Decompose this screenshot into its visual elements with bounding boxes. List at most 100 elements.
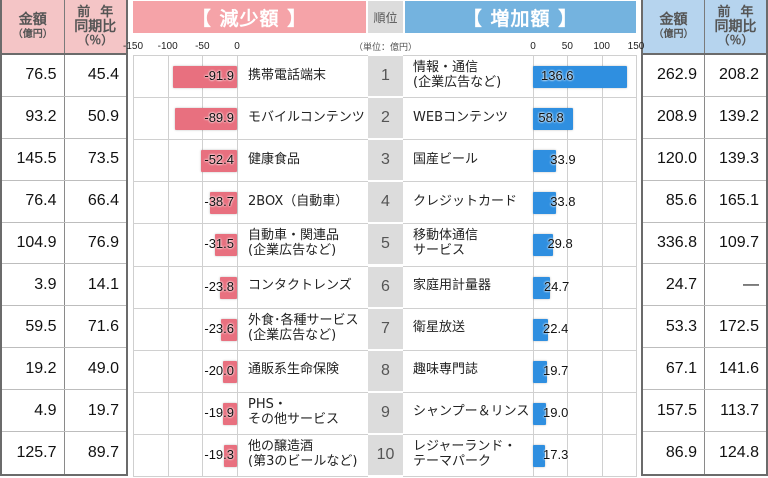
gridline [403,476,637,477]
decrease-header: 【 減少額 】 [133,1,366,33]
decrease-category-label: PHS・ その他サービス [248,392,339,434]
table-row: 336.8 109.7 [643,222,766,265]
increase-category-label: 家庭用計量器 [413,266,491,308]
yoy-cell: 172.5 [704,306,766,348]
label-line: (企業広告など) [248,243,337,259]
label-line: テーマパーク [413,453,492,469]
yoy-cell: 45.4 [63,55,127,96]
table-row: 104.9 76.9 [2,222,126,265]
decrease-bar [173,66,237,88]
label-line: モバイルコンテンツ [248,109,365,125]
label-line: 自動車・関連品 [248,228,340,244]
gridline [133,476,368,477]
yoy-cell: 73.5 [63,138,127,180]
yoy-header: 前年 同期比 （％） [704,0,766,53]
table-row: 125.7 89.7 [2,432,126,474]
increase-bar [533,108,574,131]
decrease-category-label: 他の醸造酒 (第3のビールなど) [248,434,357,476]
label-line: 他の醸造酒 [248,438,314,454]
decrease-value: -89.9 [204,110,234,126]
rank-cell: 3 [368,140,403,181]
gridline [133,55,368,56]
rank-cell: 7 [368,308,403,349]
amount-cell: 24.7 [665,275,697,293]
yoy-cell: 49.0 [63,348,127,390]
increase-bar [533,276,550,299]
yoy-cell: 139.3 [704,138,766,180]
rank-cell: 5 [368,224,403,265]
label-line: 衛星放送 [413,320,466,336]
amount-cell: 67.1 [665,359,697,377]
amount-cell: 262.9 [656,66,697,84]
yoy-cell: 141.6 [704,348,766,390]
amount-cell: 85.6 [665,192,697,210]
increase-bar [533,150,557,173]
table-row: 24.7 — [643,264,766,307]
increase-category-label: WEBコンテンツ [413,97,508,139]
decrease-category-label: 外食･各種サービス (企業広告など) [248,308,359,350]
table-row: 3.9 14.1 [2,264,127,307]
yoy-cell: 19.7 [63,390,127,432]
decrease-category-label: 自動車・関連品 (企業広告など) [248,223,339,265]
table-row: 4.9 19.7 [2,390,127,433]
decrease-value: -31.5 [204,236,234,252]
amount-cell: 59.5 [25,317,57,335]
axis-tick-label: -150 [122,41,144,52]
rank-cell: 1 [368,56,403,96]
decrease-value: -20.0 [204,362,234,378]
decrease-category-label: 2BOX（自動車） [248,181,348,223]
gridline [133,181,368,183]
table-header: 金額 （億円） 前年 同期比 （％） [643,0,766,55]
table-row: 85.6 165.1 [643,180,766,223]
label-line: 国産ビール [413,151,479,167]
rank-cell: 6 [368,266,403,307]
amount-cell: 3.9 [34,275,57,293]
decrease-category-label: 携帯電話端末 [248,55,326,97]
rank-cell: 2 [368,98,403,139]
decrease-bar [220,318,237,341]
amount-cell: 53.3 [665,317,697,335]
label-line: 外食･各種サービス [248,312,359,328]
amount-cell: 19.2 [25,359,57,377]
increase-category-label: 趣味専門誌 [413,350,478,392]
gridline [133,223,368,225]
label-line: (企業広告など) [248,327,337,343]
yoy-cell: 109.7 [704,222,766,264]
label-line: 健康食品 [248,151,301,167]
table-row: 19.2 49.0 [2,348,127,391]
amount-cell: 93.2 [25,108,57,126]
table-row: 59.5 71.6 [2,306,126,349]
decrease-bar [223,402,237,425]
decrease-value: -52.4 [204,152,234,168]
yoy-header: 前年 同期比 （％） [63,0,127,53]
gridline [133,139,368,141]
label-line: (企業広告など) [413,75,502,90]
rank-cell: 10 [368,434,403,475]
increase-value: 19.0 [543,404,569,420]
increase-value: 24.7 [543,278,570,294]
gridline [133,349,368,351]
label-line: PHS・ [248,396,287,412]
label-line: (第3のビールなど) [248,453,358,469]
table-row: 76.5 45.4 [2,55,126,97]
table-row: 86.9 124.8 [643,432,766,474]
increase-bar [533,360,547,383]
yoy-cell: 14.1 [63,264,127,306]
amount-cell: 76.4 [25,192,57,210]
gridline [133,97,368,99]
increase-bar [533,66,627,88]
increase-category-label: 情報・通信 (企業広告など) [413,55,501,97]
gridline [403,55,637,56]
gridline [403,181,637,183]
decrease-category-label: 通販系生命保険 [248,350,339,392]
label-line: 移動体通信 [413,228,479,244]
table-row: 157.5 113.7 [643,390,766,433]
table-header: 金額 （億円） 前年 同期比 （％） [2,0,126,55]
label-line: 通販系生命保険 [248,362,340,378]
label-line: その他サービス [248,411,340,427]
gridline [133,391,368,393]
unit-label: （単位：億円） [354,43,418,53]
amount-cell: 120.0 [656,150,697,168]
increase-value: 33.8 [550,194,576,210]
yoy-cell: 124.8 [704,432,766,474]
